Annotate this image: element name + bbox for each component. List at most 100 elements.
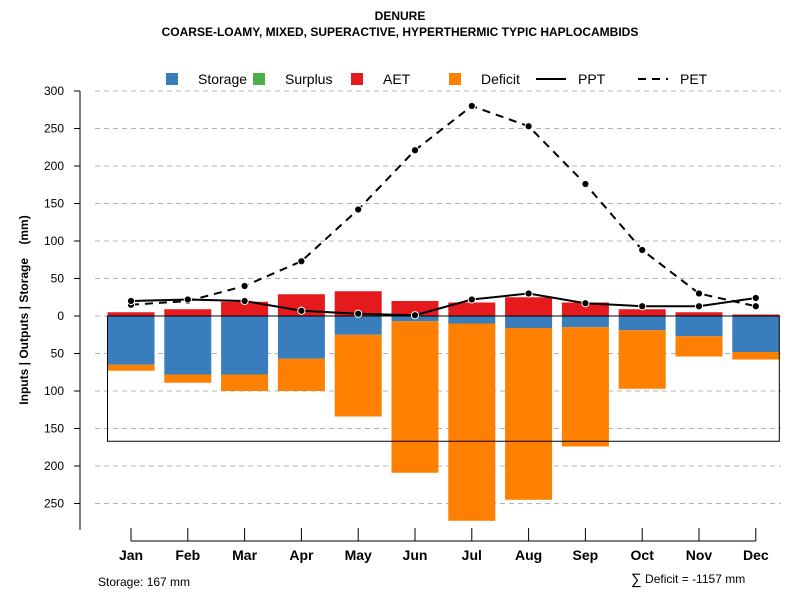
deficit-note: ∑ Deficit = -1157 mm bbox=[631, 570, 746, 588]
x-tick-label: May bbox=[345, 547, 372, 563]
legend: Storage Surplus AET Deficit PPT PET bbox=[166, 71, 708, 87]
storage-bar bbox=[448, 316, 496, 324]
storage-bar bbox=[221, 316, 269, 375]
pet-line bbox=[130, 104, 757, 308]
ppt-point bbox=[467, 295, 476, 304]
storage-bar bbox=[675, 316, 723, 337]
ppt-line bbox=[130, 292, 756, 317]
ppt-point bbox=[410, 311, 420, 320]
deficit-bar bbox=[618, 330, 666, 389]
deficit-bar bbox=[334, 334, 382, 417]
aet-bar bbox=[448, 302, 496, 316]
axes: 300 250 200 150 100 50 0 50 100 150 200 250 Jan Feb Ma… bbox=[44, 84, 769, 563]
ppt-point bbox=[581, 299, 590, 308]
storage-bar bbox=[164, 316, 212, 375]
deficit-bar bbox=[107, 364, 155, 371]
aet-bar bbox=[505, 297, 553, 316]
y-tick-label: 300 bbox=[44, 84, 64, 98]
x-tick-label: Oct bbox=[631, 547, 655, 563]
pet-point bbox=[354, 205, 363, 214]
x-tick-label: Jun bbox=[403, 547, 428, 563]
ppt-point bbox=[751, 293, 760, 303]
legend-label-surplus: Surplus bbox=[285, 71, 332, 87]
storage-bar bbox=[505, 316, 553, 328]
aet-bar bbox=[164, 309, 212, 316]
y-tick-label: 250 bbox=[44, 122, 64, 136]
legend-label-deficit: Deficit bbox=[481, 71, 520, 87]
legend-swatch-surplus bbox=[253, 73, 265, 85]
aet-bar bbox=[107, 312, 155, 316]
legend-label-pet: PET bbox=[680, 71, 708, 87]
ppt-point bbox=[126, 296, 136, 306]
y-tick-label: 250 bbox=[44, 497, 64, 511]
pet-point bbox=[297, 257, 306, 266]
pet-point bbox=[410, 146, 420, 155]
storage-bar bbox=[334, 316, 382, 335]
deficit-bar bbox=[277, 358, 325, 391]
aet-bar bbox=[221, 301, 269, 316]
x-tick-label: Aug bbox=[515, 547, 542, 563]
pet-point bbox=[581, 179, 590, 189]
y-tick-label: 150 bbox=[44, 197, 64, 211]
pet-point bbox=[524, 122, 533, 131]
pet-point bbox=[694, 289, 704, 298]
deficit-bar bbox=[561, 327, 609, 447]
bars bbox=[107, 291, 780, 521]
legend-label-storage: Storage bbox=[198, 71, 247, 87]
pet-point bbox=[240, 281, 249, 291]
y-tick-label: 200 bbox=[44, 159, 64, 173]
chart-title: DENURE bbox=[374, 9, 426, 23]
x-tick-label: Nov bbox=[686, 547, 713, 563]
storage-bar bbox=[561, 316, 609, 328]
x-tick-label: Feb bbox=[175, 547, 200, 563]
ppt-point bbox=[638, 302, 647, 311]
x-tick-label: Apr bbox=[289, 547, 314, 563]
legend-swatch-deficit bbox=[449, 73, 461, 85]
sigma-icon: ∑ bbox=[631, 571, 642, 588]
storage-capacity-outline bbox=[107, 315, 780, 442]
deficit-bar bbox=[675, 336, 723, 357]
deficit-bar bbox=[732, 352, 780, 360]
y-axis-label: Inputs | Outputs | Storage (mm) bbox=[17, 215, 31, 404]
x-tick-label: Mar bbox=[232, 547, 257, 563]
pet-point bbox=[467, 101, 476, 111]
aet-bar bbox=[732, 314, 780, 316]
ppt-point bbox=[354, 309, 363, 318]
aet-bar bbox=[618, 309, 666, 316]
x-tick-label: Jan bbox=[119, 547, 143, 563]
y-tick-label: 100 bbox=[44, 384, 64, 398]
ppt-point bbox=[524, 289, 533, 298]
aet-bar bbox=[561, 302, 609, 316]
y-tick-label: 150 bbox=[44, 422, 64, 436]
ppt-point bbox=[694, 302, 704, 311]
x-tick-label: Sep bbox=[573, 547, 599, 563]
pet-point bbox=[751, 302, 760, 311]
y-tick-label: 200 bbox=[44, 459, 64, 473]
ppt-point bbox=[240, 296, 249, 306]
storage-bar bbox=[732, 316, 780, 352]
storage-bar bbox=[277, 316, 325, 359]
aet-bar bbox=[675, 312, 723, 316]
deficit-bar bbox=[164, 374, 212, 383]
x-tick-label: Jul bbox=[462, 547, 482, 563]
ppt-point bbox=[183, 295, 192, 304]
y-tick-label: 50 bbox=[51, 272, 65, 286]
deficit-bar bbox=[391, 321, 439, 473]
legend-swatch-storage bbox=[166, 73, 178, 85]
y-tick-label: 50 bbox=[51, 347, 65, 361]
chart-subtitle: COARSE-LOAMY, MIXED, SUPERACTIVE, HYPERT… bbox=[161, 25, 639, 39]
legend-swatch-aet bbox=[351, 73, 363, 85]
legend-label-ppt: PPT bbox=[578, 71, 606, 87]
deficit-bar bbox=[505, 328, 553, 500]
y-tick-label: 0 bbox=[57, 309, 64, 323]
deficit-bar bbox=[221, 374, 269, 391]
storage-bar bbox=[618, 316, 666, 331]
y-tick-label: 100 bbox=[44, 234, 64, 248]
storage-note: Storage: 167 mm bbox=[98, 575, 191, 589]
deficit-total: Deficit = -1157 mm bbox=[645, 572, 746, 586]
legend-label-aet: AET bbox=[383, 71, 411, 87]
deficit-bar bbox=[448, 323, 496, 521]
ppt-point bbox=[297, 306, 306, 315]
lines bbox=[126, 101, 760, 320]
